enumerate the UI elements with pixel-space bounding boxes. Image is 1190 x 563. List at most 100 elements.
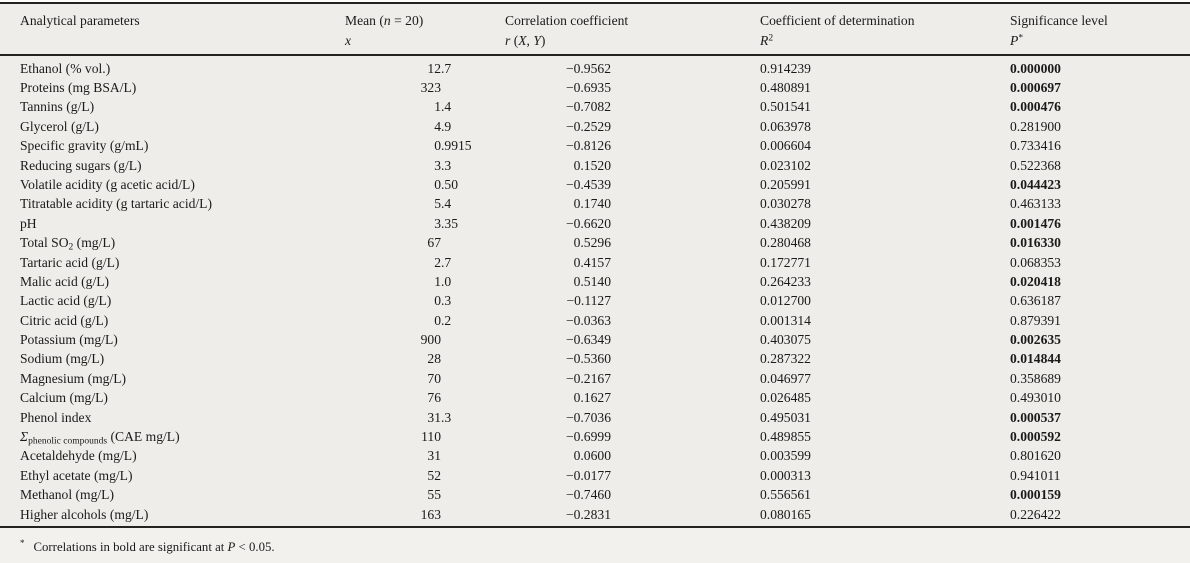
- table-row: Magnesium (mg/L) 70 −0.2167 0.046977 0.35868…: [0, 369, 1190, 388]
- cell-coefficient-of-determination: 0.480891: [760, 79, 811, 95]
- mean-integer-part: 0: [434, 312, 441, 328]
- mean-integer-part: 12: [427, 60, 441, 76]
- cell-mean: 31: [345, 446, 505, 465]
- cell-coefficient-of-determination: 0.012700: [760, 293, 811, 309]
- correlation-value: −0.6999: [565, 429, 611, 445]
- cell-mean: 0.2: [345, 311, 505, 330]
- mean-integer-part: 0: [434, 293, 441, 309]
- mean-integer-part: 28: [427, 351, 441, 367]
- correlation-value: −0.8126: [565, 138, 611, 154]
- cell-parameter: Higher alcohols (mg/L): [20, 506, 149, 522]
- cell-mean: 0.50: [345, 175, 505, 194]
- column-header-p: Significance level P*: [1010, 11, 1170, 51]
- cell-mean: 3.35: [345, 214, 505, 233]
- cell-correlation-coefficient: −0.6349: [505, 330, 760, 349]
- cell-mean: 1.0: [345, 272, 505, 291]
- cell-coefficient-of-determination: 0.001314: [760, 312, 811, 328]
- table-row: Total SO2 (mg/L) 67 0.5296 0.280468 0.016330: [0, 233, 1190, 252]
- cell-coefficient-of-determination: 0.023102: [760, 157, 811, 173]
- cell-coefficient-of-determination: 0.914239: [760, 60, 811, 76]
- mean-integer-part: 31: [427, 448, 441, 464]
- cell-parameter: Lactic acid (g/L): [20, 293, 112, 309]
- cell-parameter: Sodium (mg/L): [20, 351, 105, 367]
- correlation-value: −0.6935: [565, 79, 611, 95]
- table-header-row: Analytical parameters Mean (n = 20) x Corre…: [0, 4, 1190, 54]
- cell-significance-level: 0.879391: [1010, 312, 1061, 328]
- cell-coefficient-of-determination: 0.438209: [760, 215, 811, 231]
- cell-mean: 55: [345, 485, 505, 504]
- mean-integer-part: 1: [434, 273, 441, 289]
- cell-coefficient-of-determination: 0.205991: [760, 176, 811, 192]
- cell-parameter: Potassium (mg/L): [20, 332, 118, 348]
- cell-mean: 28: [345, 349, 505, 368]
- cell-mean: 3.3: [345, 156, 505, 175]
- table-footnote: * Correlations in bold are significant at…: [0, 528, 1190, 555]
- table-row: Higher alcohols (mg/L) 163 −0.2831 0.080165…: [0, 505, 1190, 524]
- cell-significance-level: 0.000000: [1010, 60, 1061, 76]
- cell-correlation-coefficient: −0.7460: [505, 485, 760, 504]
- cell-correlation-coefficient: 0.5140: [505, 272, 760, 291]
- cell-mean: 76: [345, 388, 505, 407]
- cell-significance-level: 0.001476: [1010, 215, 1061, 231]
- mean-integer-part: 55: [427, 487, 441, 503]
- mean-fraction-part: .3: [441, 293, 452, 309]
- table-row: Glycerol (g/L) 4.9 −0.2529 0.063978 0.281900: [0, 117, 1190, 136]
- cell-parameter: Phenol index: [20, 409, 92, 425]
- correlation-value: −0.6349: [565, 332, 611, 348]
- cell-parameter: Calcium (mg/L): [20, 390, 108, 406]
- table-row: Ethanol (% vol.) 12.7 −0.9562 0.914239 0.000…: [0, 59, 1190, 78]
- mean-fraction-part: .0: [441, 273, 452, 289]
- table-row: Sodium (mg/L) 28 −0.5360 0.287322 0.014844: [0, 349, 1190, 368]
- mean-integer-part: 4: [434, 118, 441, 134]
- column-header-line1: Significance level: [1010, 13, 1108, 28]
- cell-significance-level: 0.002635: [1010, 332, 1061, 348]
- cell-mean: 4.9: [345, 117, 505, 136]
- cell-coefficient-of-determination: 0.172771: [760, 254, 811, 270]
- cell-correlation-coefficient: −0.7082: [505, 97, 760, 116]
- mean-integer-part: 110: [421, 429, 441, 445]
- correlation-value: −0.0363: [565, 312, 611, 328]
- cell-correlation-coefficient: 0.1627: [505, 388, 760, 407]
- cell-significance-level: 0.020418: [1010, 273, 1061, 289]
- correlation-value: −0.0177: [565, 467, 611, 483]
- correlation-value: −0.7460: [565, 487, 611, 503]
- column-header-line2: r (X, Y): [505, 33, 546, 48]
- cell-parameter: Glycerol (g/L): [20, 118, 99, 134]
- column-header-mean: Mean (n = 20) x: [345, 11, 505, 51]
- cell-mean: 70: [345, 369, 505, 388]
- cell-parameter: Volatile acidity (g acetic acid/L): [20, 176, 195, 192]
- mean-fraction-part: .3: [441, 157, 452, 173]
- cell-correlation-coefficient: −0.5360: [505, 349, 760, 368]
- table-row: Σphenolic compounds (CAE mg/L) 110 −0.6999…: [0, 427, 1190, 446]
- cell-significance-level: 0.000592: [1010, 429, 1061, 445]
- cell-coefficient-of-determination: 0.030278: [760, 196, 811, 212]
- correlation-value: 0.5140: [573, 273, 611, 289]
- correlation-value: 0.4157: [573, 254, 611, 270]
- cell-parameter: Titratable acidity (g tartaric acid/L): [20, 196, 212, 212]
- column-header-line1: Analytical parameters: [20, 13, 140, 28]
- mean-fraction-part: .35: [441, 215, 458, 231]
- column-header-line2: [20, 31, 345, 51]
- table-row: Reducing sugars (g/L) 3.3 0.1520 0.023102 0.…: [0, 156, 1190, 175]
- correlation-value: 0.1520: [573, 157, 611, 173]
- cell-parameter: Citric acid (g/L): [20, 312, 109, 328]
- cell-mean: 110: [345, 427, 505, 446]
- mean-integer-part: 76: [427, 390, 441, 406]
- cell-significance-level: 0.941011: [1010, 467, 1061, 483]
- cell-coefficient-of-determination: 0.403075: [760, 332, 811, 348]
- table-row: Methanol (mg/L) 55 −0.7460 0.556561 0.000159: [0, 485, 1190, 504]
- mean-integer-part: 900: [420, 332, 441, 348]
- mean-fraction-part: .7: [441, 60, 452, 76]
- table-row: Malic acid (g/L) 1.0 0.5140 0.264233 0.02041…: [0, 272, 1190, 291]
- mean-integer-part: 67: [427, 235, 441, 251]
- correlation-value: −0.6620: [565, 215, 611, 231]
- cell-significance-level: 0.000537: [1010, 409, 1061, 425]
- mean-integer-part: 3: [434, 157, 441, 173]
- mean-integer-part: 52: [427, 467, 441, 483]
- cell-mean: 31.3: [345, 408, 505, 427]
- correlation-value: −0.2529: [565, 118, 611, 134]
- correlation-value: −0.7036: [565, 409, 611, 425]
- cell-parameter: pH: [20, 215, 37, 231]
- correlation-value: 0.1740: [573, 196, 611, 212]
